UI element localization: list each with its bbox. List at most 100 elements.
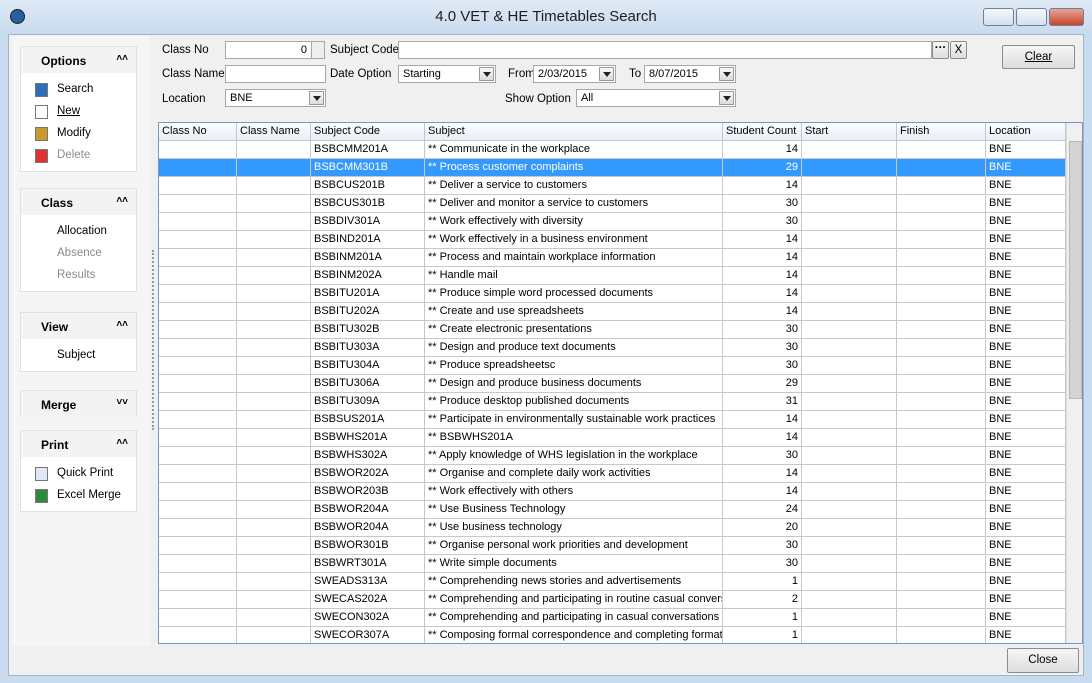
column-header[interactable]: Student Count: [723, 123, 802, 141]
section-header[interactable]: Print ˄˄: [21, 431, 136, 457]
table-cell: [159, 393, 237, 411]
table-row[interactable]: BSBWOR204A ** Use business technology 20 BN…: [159, 519, 1066, 537]
close-button[interactable]: Close: [1007, 648, 1079, 673]
table-row[interactable]: BSBCMM201A ** Communicate in the workplac…: [159, 141, 1066, 159]
minimize-button[interactable]: [983, 8, 1014, 26]
column-header[interactable]: Class Name: [237, 123, 311, 141]
table-row[interactable]: SWECOR307A ** Composing formal correspond…: [159, 627, 1066, 643]
table-row[interactable]: BSBITU309A ** Produce desktop published d…: [159, 393, 1066, 411]
column-header[interactable]: Start: [802, 123, 897, 141]
table-row[interactable]: BSBITU201A ** Produce simple word process…: [159, 285, 1066, 303]
table-row[interactable]: BSBDIV301A ** Work effectively with diver…: [159, 213, 1066, 231]
column-header[interactable]: Location: [986, 123, 1066, 141]
table-row[interactable]: BSBSUS201A ** Participate in environmenta…: [159, 411, 1066, 429]
class-no-input[interactable]: 0: [225, 41, 312, 59]
clear-subject-button[interactable]: X: [950, 41, 967, 59]
section-header[interactable]: Options ˄˄: [21, 47, 136, 73]
dropdown-arrow[interactable]: [479, 67, 494, 81]
table-cell: ** Produce simple word processed documen…: [425, 285, 723, 303]
table-cell: ** Create and use spreadsheets: [425, 303, 723, 321]
table-cell: 30: [723, 357, 802, 375]
column-header[interactable]: Subject Code: [311, 123, 425, 141]
section-header[interactable]: Merge ˅˅: [21, 391, 136, 417]
table-cell: [802, 177, 897, 195]
dropdown-arrow[interactable]: [309, 91, 324, 105]
collapse-toggle[interactable]: ˄˄: [116, 437, 128, 448]
table-row[interactable]: SWEADS313A ** Comprehending news stories …: [159, 573, 1066, 591]
column-header[interactable]: Finish: [897, 123, 986, 141]
table-row[interactable]: BSBWOR301B ** Organise personal work prio…: [159, 537, 1066, 555]
sidebar-item[interactable]: Excel Merge: [57, 489, 121, 501]
collapse-toggle[interactable]: ˄˄: [116, 319, 128, 330]
table-row[interactable]: BSBITU303A ** Design and produce text doc…: [159, 339, 1066, 357]
table-row[interactable]: BSBINM201A ** Process and maintain workpl…: [159, 249, 1066, 267]
table-row[interactable]: BSBITU306A ** Design and produce business…: [159, 375, 1066, 393]
collapse-toggle[interactable]: ˄˄: [116, 53, 128, 64]
table-row[interactable]: BSBWRT301A ** Write simple documents 30 BNE: [159, 555, 1066, 573]
table-row[interactable]: SWECON302A ** Comprehending and participa…: [159, 609, 1066, 627]
table-row[interactable]: BSBWOR203B ** Work effectively with other…: [159, 483, 1066, 501]
sidebar-item[interactable]: Allocation: [57, 225, 107, 237]
table-row[interactable]: BSBWOR204A ** Use Business Technology 24 BN…: [159, 501, 1066, 519]
table-cell: [897, 555, 986, 573]
table-row[interactable]: BSBWHS201A ** BSBWHS201A 14 BNE: [159, 429, 1066, 447]
table-cell: [237, 465, 311, 483]
sidebar-item[interactable]: Quick Print: [57, 467, 114, 479]
column-header[interactable]: Subject: [425, 123, 723, 141]
table-cell: [897, 573, 986, 591]
spinner[interactable]: [311, 41, 325, 59]
dropdown-arrow[interactable]: [719, 91, 734, 105]
sidebar-item[interactable]: Subject: [57, 349, 96, 361]
dropdown-arrow[interactable]: [719, 67, 734, 81]
sidebar-item[interactable]: Absence: [57, 247, 102, 259]
table-cell: 30: [723, 321, 802, 339]
location-dropdown[interactable]: BNE: [225, 89, 326, 107]
sidebar-item[interactable]: Results: [57, 269, 96, 281]
clear-button[interactable]: Clear: [1002, 45, 1075, 69]
table-row[interactable]: BSBINM202A ** Handle mail 14 BNE: [159, 267, 1066, 285]
table-row[interactable]: BSBCUS201B ** Deliver a service to custom…: [159, 177, 1066, 195]
collapse-toggle[interactable]: ˄˄: [116, 195, 128, 206]
collapse-toggle[interactable]: ˅˅: [116, 397, 128, 408]
browse-button[interactable]: ···: [932, 41, 949, 59]
table-cell: [159, 321, 237, 339]
table-row[interactable]: BSBWHS302A ** Apply knowledge of WHS legi…: [159, 447, 1066, 465]
section-header[interactable]: Class ˄˄: [21, 189, 136, 215]
sidebar-item[interactable]: New: [57, 105, 81, 117]
table-cell: [159, 555, 237, 573]
sidebar-item[interactable]: Modify: [57, 127, 91, 139]
table-cell: [802, 537, 897, 555]
close-window-button[interactable]: [1049, 8, 1084, 26]
splitter[interactable]: [152, 250, 156, 430]
class-name-input[interactable]: [225, 65, 326, 83]
maximize-button[interactable]: [1016, 8, 1047, 26]
table-cell: BSBINM201A: [311, 249, 425, 267]
date-option-dropdown[interactable]: Starting: [398, 65, 496, 83]
table-row[interactable]: BSBCMM301B ** Process customer complaints…: [159, 159, 1066, 177]
sidebar-item[interactable]: Search: [57, 83, 94, 95]
scrollbar[interactable]: [1066, 123, 1082, 643]
table-row[interactable]: BSBCUS301B ** Deliver and monitor a servi…: [159, 195, 1066, 213]
table-cell: BSBCUS201B: [311, 177, 425, 195]
section-header[interactable]: View ˄˄: [21, 313, 136, 339]
table-row[interactable]: BSBWOR202A ** Organise and complete daily…: [159, 465, 1066, 483]
table-row[interactable]: BSBITU302B ** Create electronic presentat…: [159, 321, 1066, 339]
from-date-picker[interactable]: 2/03/2015: [533, 65, 616, 83]
table-cell: [897, 609, 986, 627]
table-cell: BNE: [986, 411, 1066, 429]
table-row[interactable]: BSBIND201A ** Work effectively in a busin…: [159, 231, 1066, 249]
table-cell: [237, 285, 311, 303]
column-header[interactable]: Class No: [159, 123, 237, 141]
sidebar-item[interactable]: Delete: [57, 149, 91, 161]
to-date-picker[interactable]: 8/07/2015: [644, 65, 736, 83]
scroll-thumb[interactable]: [1069, 141, 1082, 399]
table-row[interactable]: BSBITU202A ** Create and use spreadsheets…: [159, 303, 1066, 321]
title-bar: 4.0 VET & HE Timetables Search: [0, 0, 1092, 34]
dropdown-arrow[interactable]: [599, 67, 614, 81]
subject-code-input[interactable]: [398, 41, 932, 59]
table-row[interactable]: SWECAS202A ** Comprehending and participa…: [159, 591, 1066, 609]
show-option-dropdown[interactable]: All: [576, 89, 736, 107]
table-row[interactable]: BSBITU304A ** Produce spreadsheetsc 30 BNE: [159, 357, 1066, 375]
table-cell: BNE: [986, 591, 1066, 609]
table-cell: [159, 429, 237, 447]
